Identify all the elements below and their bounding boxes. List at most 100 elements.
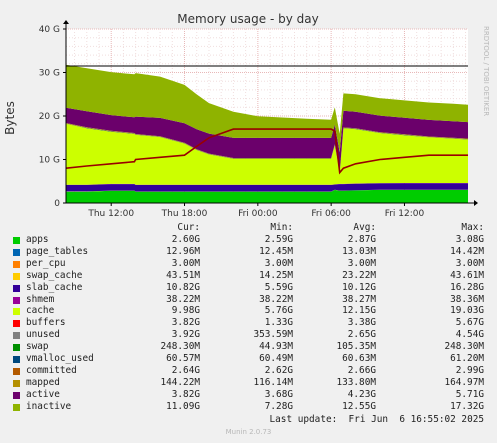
legend-max: 4.54G xyxy=(455,329,484,341)
legend-min: 2.62G xyxy=(264,364,293,376)
x-tick-label: Thu 18:00 xyxy=(161,209,208,219)
legend-name: swap_cache xyxy=(26,269,83,281)
legend-row-buffers: buffers 3.82G 1.33G 3.38G 5.67G xyxy=(0,317,497,329)
legend-cur: 3.00M xyxy=(171,257,200,269)
legend-avg: 38.27M xyxy=(342,293,376,305)
legend-avg: 105.35M xyxy=(336,341,376,353)
area-apps xyxy=(66,189,468,203)
legend-name: shmem xyxy=(26,293,55,305)
legend-swatch xyxy=(13,308,20,316)
legend-row-shmem: shmem 38.22M 38.22M 38.27M 38.36M xyxy=(0,294,497,306)
legend-avg: 60.63M xyxy=(342,353,376,364)
munin-footer: Munin 2.0.73 xyxy=(225,428,272,436)
area-slab_cache xyxy=(66,183,468,192)
legend-avg: 2.65G xyxy=(347,329,376,341)
legend-row-active: active 3.82G 3.68G 4.23G 5.71G xyxy=(0,389,497,401)
swap-line xyxy=(65,128,468,175)
legend-swatch xyxy=(13,320,20,328)
legend-row-apps: apps 2.60G 2.59G 2.87G 3.08G xyxy=(0,234,497,246)
legend-max: 14.42M xyxy=(450,245,484,257)
legend-avg: 3.38G xyxy=(347,317,376,329)
legend-avg: 12.55G xyxy=(342,400,376,412)
legend-min: 1.33G xyxy=(264,317,293,329)
legend-name: buffers xyxy=(26,317,66,329)
legend-swatch xyxy=(13,332,20,340)
legend-max: 3.08G xyxy=(455,234,484,245)
legend-row-cache: cache 9.98G 5.76G 12.15G 19.03G xyxy=(0,305,497,317)
legend-swatch xyxy=(13,237,20,244)
legend-cur: 248.30M xyxy=(160,341,200,353)
legend-cur: 3.82G xyxy=(171,388,200,400)
legend-swatch xyxy=(13,367,20,375)
header-max: Max: xyxy=(461,222,484,233)
y-tick-label: 10 G xyxy=(39,156,60,166)
axes: 0 10 G 20 G 30 G 40 G Thu 12:00 Thu 18:00 Fri 0… xyxy=(39,20,478,219)
legend-swatch xyxy=(13,379,20,387)
area-swap_cache xyxy=(66,189,468,192)
legend-avg: 10.12G xyxy=(342,281,376,293)
chart-title: Memory usage - by day xyxy=(177,12,318,26)
area-shmem xyxy=(66,183,468,185)
legend-max: 38.36M xyxy=(450,293,484,305)
legend-swatch xyxy=(13,344,20,352)
legend-cur: 2.60G xyxy=(171,234,200,245)
legend-row-per_cpu: per_cpu 3.00M 3.00M 3.00M 3.00M xyxy=(0,258,497,270)
legend-avg: 4.23G xyxy=(347,388,376,400)
legend-name: unused xyxy=(26,329,60,341)
legend-cur: 60.57M xyxy=(166,353,200,364)
legend-min: 3.68G xyxy=(264,388,293,400)
legend-name: committed xyxy=(26,364,77,376)
legend-row-committed: committed 2.64G 2.62G 2.66G 2.99G xyxy=(0,365,497,377)
legend-avg: 2.87G xyxy=(347,234,376,245)
y-tick-label: 40 G xyxy=(39,25,60,35)
legend-name: apps xyxy=(26,234,49,245)
legend-name: slab_cache xyxy=(26,281,83,293)
legend-min: 12.45M xyxy=(259,245,293,257)
legend-name: vmalloc_used xyxy=(26,353,94,364)
legend-max: 2.99G xyxy=(455,364,484,376)
legend-max: 5.71G xyxy=(455,388,484,400)
legend-row-inactive: inactive 11.09G 7.28G 12.55G 17.32G xyxy=(0,401,497,413)
legend-max: 43.61M xyxy=(450,269,484,281)
legend-min: 353.59M xyxy=(253,329,293,341)
legend-avg: 133.80M xyxy=(336,376,376,388)
legend-min: 3.00M xyxy=(264,257,293,269)
legend-min: 38.22M xyxy=(259,293,293,305)
y-tick-label: 20 G xyxy=(39,112,60,122)
legend-cur: 3.82G xyxy=(171,317,200,329)
legend-name: cache xyxy=(26,305,55,317)
stacked-areas xyxy=(66,64,468,203)
header-min: Min: xyxy=(270,222,293,233)
legend-row-unused: unused 3.92G 353.59M 2.65G 4.54G xyxy=(0,329,497,341)
legend-name: inactive xyxy=(26,400,72,412)
header-cur: Cur: xyxy=(177,222,200,233)
legend-min: 116.14M xyxy=(253,376,293,388)
legend-min: 14.25M xyxy=(259,269,293,281)
legend-row-vmalloc_used: vmalloc_used 60.57M 60.49M 60.63M 61.20M xyxy=(0,353,497,365)
legend-cur: 3.92G xyxy=(171,329,200,341)
legend-avg: 23.22M xyxy=(342,269,376,281)
x-tick-label: Thu 12:00 xyxy=(87,209,134,219)
x-tick-label: Fri 12:00 xyxy=(385,209,425,219)
legend-name: page_tables xyxy=(26,245,89,257)
legend-max: 248.30M xyxy=(444,341,484,353)
legend-max: 3.00M xyxy=(455,257,484,269)
legend-avg: 3.00M xyxy=(347,257,376,269)
legend-min: 7.28G xyxy=(264,400,293,412)
legend-avg: 13.03M xyxy=(342,245,376,257)
legend-swatch xyxy=(13,260,20,268)
rrdtool-side-label: RRDTOOL / TOBI OETIKER xyxy=(482,26,490,116)
legend-avg: 12.15G xyxy=(342,305,376,317)
legend-header: Cur: Min: Avg: Max: xyxy=(0,222,497,234)
legend-cur: 10.82G xyxy=(166,281,200,293)
legend-cur: 12.96M xyxy=(166,245,200,257)
y-axis-label: Bytes xyxy=(3,101,17,135)
legend-name: swap xyxy=(26,341,49,353)
legend-max: 16.28G xyxy=(450,281,484,293)
legend-swatch xyxy=(13,296,20,304)
legend-min: 44.93M xyxy=(259,341,293,353)
legend-row-swap_cache: swap_cache 43.51M 14.25M 23.22M 43.61M xyxy=(0,270,497,282)
legend-min: 5.76G xyxy=(264,305,293,317)
